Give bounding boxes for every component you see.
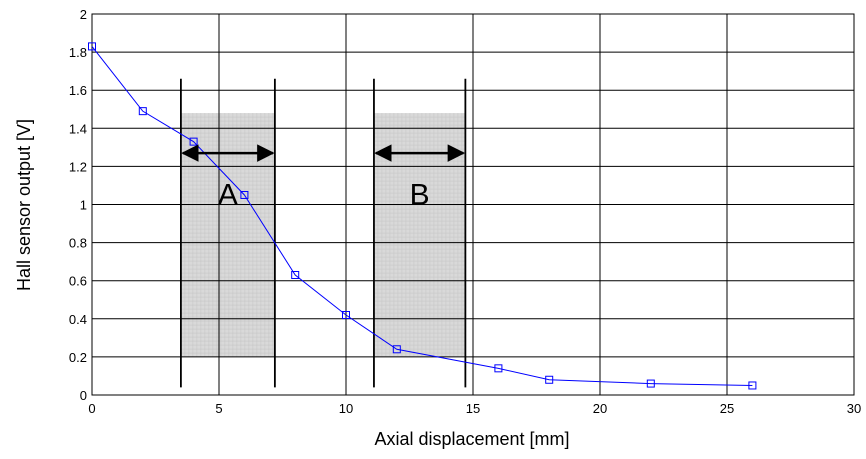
- y-tick-label: 1.2: [69, 159, 87, 174]
- data-point-marker: [392, 345, 401, 354]
- y-tick-label: 0.6: [69, 274, 87, 289]
- data-point-marker: [291, 270, 300, 279]
- data-point-marker: [646, 379, 655, 388]
- data-point-marker: [545, 375, 554, 384]
- region-boundaries: [179, 78, 467, 388]
- x-tick-label: 20: [593, 401, 607, 416]
- region-A-label: A: [218, 179, 238, 212]
- plot-frame: [91, 13, 855, 396]
- y-tick-label: 0.4: [69, 312, 87, 327]
- data-point-marker: [88, 42, 96, 51]
- data-series: [88, 42, 757, 390]
- data-point-marker: [138, 107, 147, 116]
- x-tick-label: 15: [466, 401, 480, 416]
- data-point-marker: [748, 381, 757, 390]
- data-point-marker: [494, 364, 503, 373]
- data-point-marker: [342, 310, 350, 319]
- x-tick-label: 25: [720, 401, 734, 416]
- region-B-fill: [373, 113, 466, 357]
- y-tick-label: 1: [80, 198, 87, 213]
- x-tick-label: 30: [847, 401, 861, 416]
- x-tick-label: 0: [88, 401, 95, 416]
- y-tick-label: 0.8: [69, 236, 87, 251]
- x-tick-label: 10: [339, 401, 353, 416]
- region-B-label: B: [410, 179, 430, 212]
- x-axis-label: Axial displacement [mm]: [374, 429, 569, 449]
- tick-labels: 0 5 10 15 20 25 30 0 0.2 0.4 0.6 0.8 1 1.2 1.4 1.6 1.8 2: [69, 7, 861, 416]
- y-tick-label: 2: [80, 7, 87, 22]
- y-tick-label: 1.4: [69, 121, 87, 136]
- grid: [91, 13, 855, 396]
- shaded-regions: [180, 113, 466, 357]
- y-axis-label: Hall sensor output [V]: [14, 119, 34, 291]
- series-line: [91, 46, 753, 386]
- y-tick-label: 0: [80, 388, 87, 403]
- y-tick-label: 1.8: [69, 45, 87, 60]
- data-point-marker: [240, 190, 249, 199]
- x-tick-label: 5: [215, 401, 222, 416]
- y-tick-label: 0.2: [69, 350, 87, 365]
- y-tick-label: 1.6: [69, 83, 87, 98]
